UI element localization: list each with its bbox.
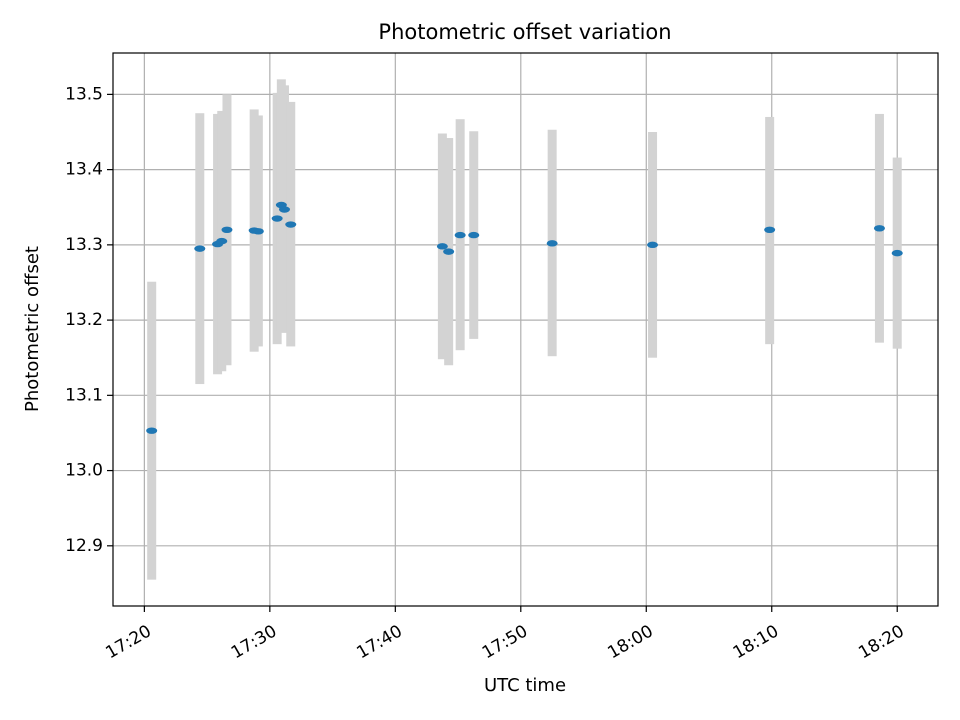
data-point [278,206,290,213]
data-point [285,221,297,228]
y-tick-label: 13.1 [65,385,103,405]
data-point [443,248,455,255]
y-tick-label: 13.5 [65,84,103,104]
data-point [216,237,228,245]
data-point [221,226,233,234]
data-point [271,215,283,222]
plot-area-frame [112,52,939,607]
y-tick-label: 13.4 [65,160,103,180]
y-tick-label: 13.0 [65,461,103,481]
y-tick-label: 13.3 [65,235,103,255]
data-point [546,240,558,247]
data-point [454,231,466,239]
y-tick-label: 12.9 [65,536,103,556]
data-point [194,245,206,252]
data-point [764,226,776,234]
data-point [873,225,885,232]
grid-lines [113,53,938,606]
data-point [468,231,480,239]
data-point [252,228,264,235]
y-axis-ticks: 12.9 13.0 13.1 13.2 13.3 13.4 13.5 [65,84,113,556]
chart-title: Photometric offset variation [378,20,671,44]
y-axis-label: Photometric offset [22,246,43,412]
x-axis-label: UTC time [484,675,566,696]
data-points [146,201,903,434]
data-point [436,243,448,250]
data-point [647,241,659,249]
y-tick-label: 13.2 [65,310,103,330]
data-point [146,427,158,434]
data-point [891,249,903,257]
